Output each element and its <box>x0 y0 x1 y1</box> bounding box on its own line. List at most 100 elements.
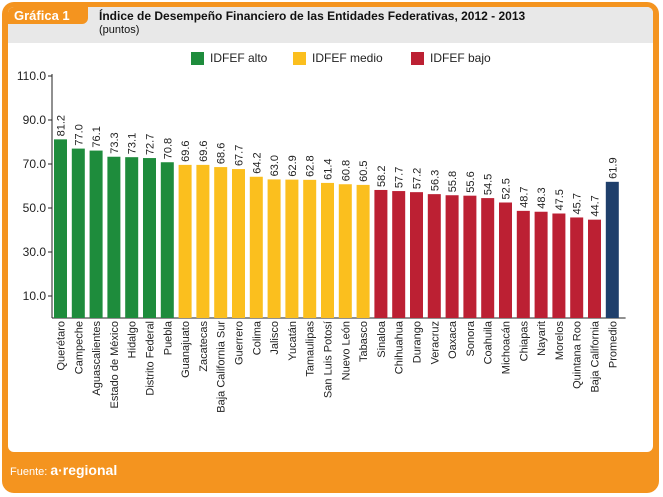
legend-label-alto: IDFEF alto <box>210 51 268 65</box>
bar <box>71 148 85 318</box>
header-bar <box>8 7 653 43</box>
brand-logo: a·regional <box>50 462 118 478</box>
y-tick-label: 70.0 <box>23 157 47 171</box>
data-label: 47.5 <box>554 189 566 210</box>
category-label: Guerrero <box>234 321 246 365</box>
bar <box>178 164 192 318</box>
data-label: 62.9 <box>287 155 299 176</box>
data-label: 70.8 <box>162 138 174 159</box>
bar <box>427 194 441 318</box>
category-label: Baja California Sur <box>216 321 228 413</box>
data-label: 63.0 <box>269 155 281 176</box>
category-label: Veracruz <box>429 321 441 364</box>
bar <box>54 139 67 318</box>
bar <box>249 176 263 318</box>
bar <box>588 219 601 318</box>
category-label: Puebla <box>162 320 174 355</box>
data-label: 67.7 <box>234 145 246 166</box>
y-tick-label: 50.0 <box>23 201 47 215</box>
category-label: Hidalgo <box>127 321 139 358</box>
bar <box>570 217 584 318</box>
bar <box>232 169 245 318</box>
category-label: Aguascalientes <box>91 321 103 396</box>
bar <box>107 156 121 318</box>
source-label: Fuente: <box>10 466 48 478</box>
bar <box>410 192 423 318</box>
bar <box>534 211 548 318</box>
bar <box>499 202 512 318</box>
category-label: Quintana Roo <box>572 321 584 389</box>
data-label: 48.7 <box>518 186 530 207</box>
category-label: Michoacán <box>501 321 513 374</box>
category-label: Promedio <box>607 321 619 368</box>
data-label: 72.7 <box>145 134 157 155</box>
legend-item-medio: IDFEF medio <box>293 51 383 65</box>
data-label: 45.7 <box>572 193 584 214</box>
data-label: 69.6 <box>180 140 192 161</box>
data-label: 73.1 <box>127 133 139 154</box>
category-label: Campeche <box>73 321 85 374</box>
category-label: Distrito Federal <box>145 321 157 396</box>
category-label: Nuevo León <box>340 321 352 380</box>
category-label: Colima <box>251 320 263 355</box>
bar <box>285 179 299 318</box>
data-label: 57.2 <box>412 168 424 189</box>
data-label: 77.0 <box>73 124 85 145</box>
figure-badge: Gráfica 1 <box>8 7 88 24</box>
legend-swatch-bajo <box>411 51 424 65</box>
bar <box>338 184 352 318</box>
y-tick-label: 30.0 <box>23 245 47 259</box>
category-label: Coahuila <box>483 320 495 364</box>
y-tick-label: 110.0 <box>17 69 46 83</box>
legend-item-alto: IDFEF alto <box>191 51 267 65</box>
data-label: 69.6 <box>198 140 210 161</box>
bar <box>463 195 477 318</box>
category-label: Chiapas <box>518 321 530 362</box>
legend-item-bajo: IDFEF bajo <box>411 51 491 65</box>
category-label: Zacatecas <box>198 321 210 372</box>
category-label: Guanajuato <box>180 321 192 378</box>
bar <box>392 191 406 318</box>
bar <box>125 157 139 318</box>
data-label: 57.7 <box>394 167 406 188</box>
data-label: 64.2 <box>251 152 263 173</box>
category-label: Querétaro <box>56 321 68 371</box>
category-label: Durango <box>412 321 424 363</box>
legend-swatch-alto <box>191 51 204 65</box>
category-label: Oaxaca <box>447 320 459 359</box>
bar <box>552 213 566 318</box>
data-label: 76.1 <box>91 126 103 147</box>
category-label: Tabasco <box>358 321 370 362</box>
data-label: 44.7 <box>590 195 602 216</box>
chart-subtitle: (puntos) <box>99 24 140 36</box>
category-label: Sinaloa <box>376 320 388 358</box>
data-label: 52.5 <box>501 178 513 199</box>
y-tick-label: 10.0 <box>23 289 47 303</box>
bar <box>605 181 619 318</box>
data-label: 73.3 <box>109 132 121 153</box>
data-label: 81.2 <box>56 115 68 136</box>
category-label: Chihuahua <box>394 320 406 374</box>
data-label: 55.8 <box>447 171 459 192</box>
chart-title: Índice de Desempeño Financiero de las En… <box>99 9 526 23</box>
category-label: Sonora <box>465 320 477 356</box>
data-label: 62.8 <box>305 155 317 176</box>
bar <box>321 182 334 318</box>
bar <box>214 167 228 318</box>
legend-label-medio: IDFEF medio <box>312 51 383 65</box>
legend-label-bajo: IDFEF bajo <box>430 51 491 65</box>
bar <box>516 210 530 318</box>
category-label: Yucatán <box>287 321 299 361</box>
category-label: Jalisco <box>269 321 281 355</box>
bar <box>196 164 210 318</box>
category-label: San Luis Potosí <box>323 321 335 398</box>
y-tick-label: 90.0 <box>23 113 47 127</box>
data-label: 60.8 <box>340 160 352 181</box>
category-label: Estado de México <box>109 321 121 408</box>
data-label: 61.4 <box>323 158 335 179</box>
data-label: 58.2 <box>376 166 388 187</box>
bar <box>160 162 174 318</box>
data-label: 61.9 <box>607 157 619 178</box>
data-label: 56.3 <box>429 170 441 191</box>
